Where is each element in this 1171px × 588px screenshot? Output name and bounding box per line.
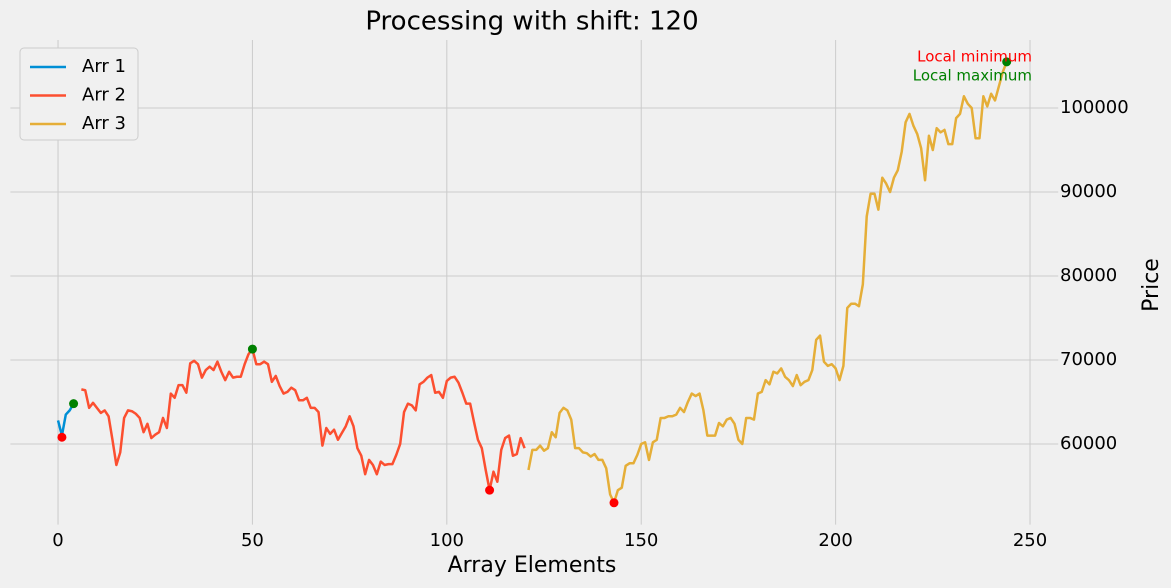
x-tick-label: 200	[818, 530, 852, 551]
series-line	[81, 347, 526, 492]
legend-box	[19, 47, 139, 141]
x-tick-label: 0	[52, 530, 63, 551]
x-tick-label: 250	[1013, 530, 1047, 551]
x-tick-label: 50	[241, 530, 264, 551]
y-tick-label: 90000	[1060, 181, 1117, 202]
chart-title: Processing with shift: 120	[365, 7, 698, 37]
y-axis-label: Price	[1139, 258, 1164, 312]
extremum-marker	[69, 399, 79, 409]
legend-label: Arr 2	[82, 85, 126, 106]
legend-label: Arr 1	[82, 56, 126, 77]
y-tick-label: 80000	[1060, 265, 1117, 286]
annotation: Local minimum	[917, 48, 1032, 66]
x-tick-label: 100	[430, 530, 464, 551]
extremum-marker	[609, 498, 619, 508]
extremum-marker	[1002, 57, 1012, 67]
y-tick-label: 60000	[1060, 433, 1117, 454]
annotation: Local maximum	[913, 67, 1032, 85]
series-line	[56, 403, 75, 437]
extremum-marker	[247, 344, 257, 354]
y-tick-label: 70000	[1060, 349, 1117, 370]
y-tick-label: 100000	[1060, 97, 1129, 118]
extremum-marker	[57, 432, 67, 442]
x-axis-label: Array Elements	[448, 553, 617, 578]
legend-label: Arr 3	[82, 113, 126, 134]
extremum-marker	[485, 485, 495, 495]
x-tick-label: 150	[624, 530, 658, 551]
series-line	[527, 61, 1008, 505]
